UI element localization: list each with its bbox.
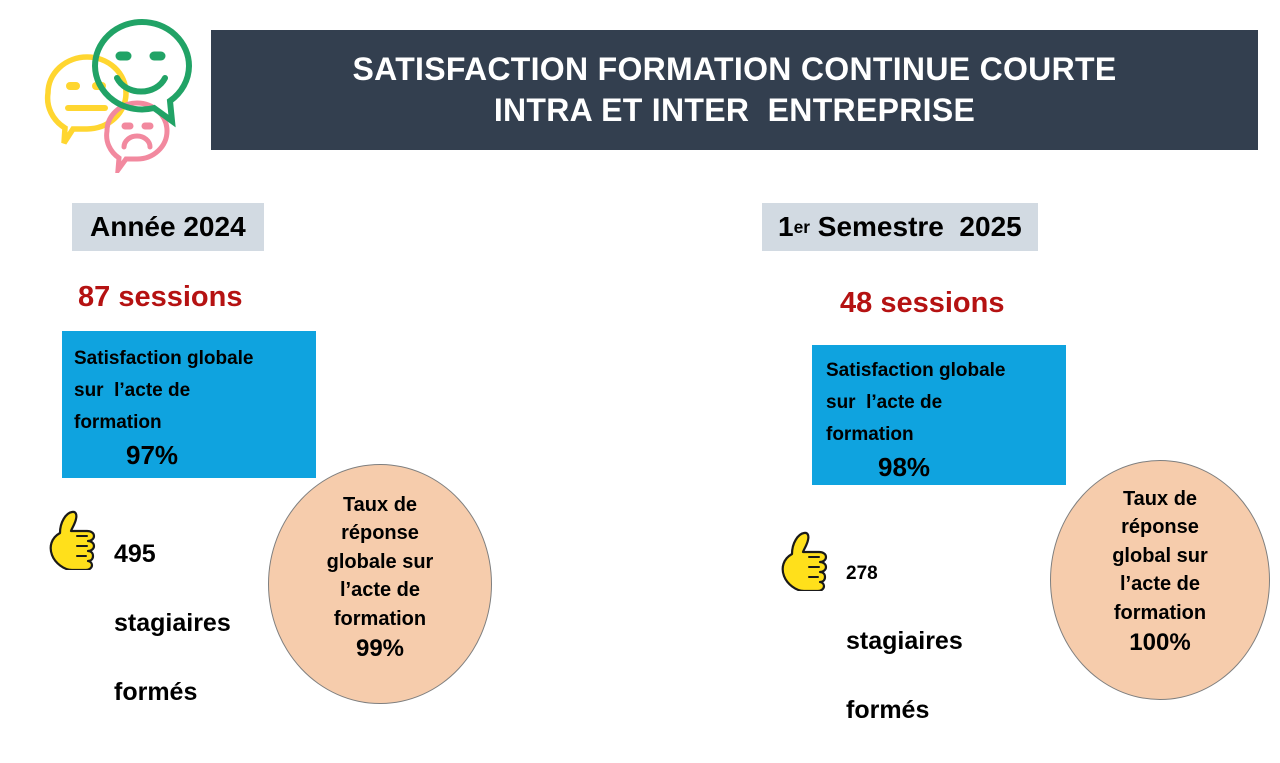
response-rate-line-1: Taux de — [342, 494, 418, 516]
response-rate-circle-2024: Taux de réponse globale sur l’acte de fo… — [268, 464, 492, 704]
period-label-2025-prefix: 1 — [778, 211, 794, 242]
period-label-2024: Année 2024 — [72, 203, 264, 251]
trainees-count-2025: 278 — [846, 563, 878, 584]
response-rate-line-4: l’acte de — [1119, 573, 1201, 596]
trainees-label-line-2: formés — [114, 678, 198, 706]
satisfaction-box-2024: Satisfaction globale sur l’acte de forma… — [62, 331, 316, 478]
sessions-count-2024: 87 sessions — [78, 281, 243, 313]
satisfaction-line-2: sur l’acte de — [74, 379, 191, 401]
satisfaction-value-2024: 97% — [126, 439, 179, 470]
trainees-group-2025: 278 stagiaires formés — [778, 523, 963, 763]
satisfaction-line-1: Satisfaction globale — [74, 348, 254, 369]
sessions-count-2025: 48 sessions — [840, 287, 1005, 319]
happy-face-icon — [91, 19, 193, 128]
response-rate-line-1: Taux de — [1122, 488, 1198, 510]
satisfaction-value-2025: 98% — [878, 451, 931, 482]
response-rate-circle-2025: Taux de réponse global sur l’acte de for… — [1050, 460, 1270, 700]
satisfaction-line-3: formation — [74, 411, 162, 433]
response-rate-line-2: réponse — [1121, 516, 1199, 539]
response-rate-value-2024: 99% — [355, 634, 405, 662]
response-rate-line-3: globale sur — [326, 550, 434, 573]
period-label-2024-text: Année 2024 — [90, 211, 246, 242]
trainees-label-line-2: formés — [846, 696, 930, 725]
trainees-count-2024: 495 — [114, 540, 156, 568]
trainees-text-2025: 278 stagiaires formés — [846, 523, 963, 763]
period-label-2025: 1 er Semestre 2025 — [762, 203, 1038, 251]
satisfaction-line-3: formation — [826, 423, 914, 445]
slide-canvas: SATISFACTION FORMATION CONTINUE COURTE I… — [32, 8, 1270, 725]
trainees-text-2024: 495 stagiaires formés — [114, 502, 231, 745]
response-rate-line-5: formation — [1113, 601, 1207, 624]
three-feedback-smileys-logo — [32, 8, 212, 179]
satisfaction-line-2: sur l’acte de — [826, 391, 943, 413]
response-rate-line-3: global sur — [1112, 544, 1208, 567]
trainees-group-2024: 495 stagiaires formés — [46, 502, 231, 745]
trainees-label-line-1: stagiaires — [114, 609, 231, 637]
trainees-label-line-1: stagiaires — [846, 627, 963, 656]
slide-title-bar: SATISFACTION FORMATION CONTINUE COURTE I… — [211, 30, 1258, 150]
satisfaction-box-2025: Satisfaction globale sur l’acte de forma… — [812, 345, 1066, 485]
thumbs-up-icon — [781, 531, 828, 591]
response-rate-line-5: formation — [333, 607, 427, 630]
period-label-2025-suffix: Semestre 2025 — [810, 211, 1022, 242]
response-rate-line-2: réponse — [341, 522, 419, 545]
smileys-svg — [44, 19, 193, 179]
response-rate-value-2025: 100% — [1129, 628, 1191, 656]
page-title-line-1: SATISFACTION FORMATION CONTINUE COURTE — [352, 51, 1117, 88]
satisfaction-line-1: Satisfaction globale — [826, 360, 1006, 381]
thumbs-up-icon — [49, 510, 96, 570]
response-rate-line-4: l’acte de — [339, 579, 421, 602]
page-title-line-2: INTRA ET INTER ENTREPRISE — [493, 92, 976, 128]
